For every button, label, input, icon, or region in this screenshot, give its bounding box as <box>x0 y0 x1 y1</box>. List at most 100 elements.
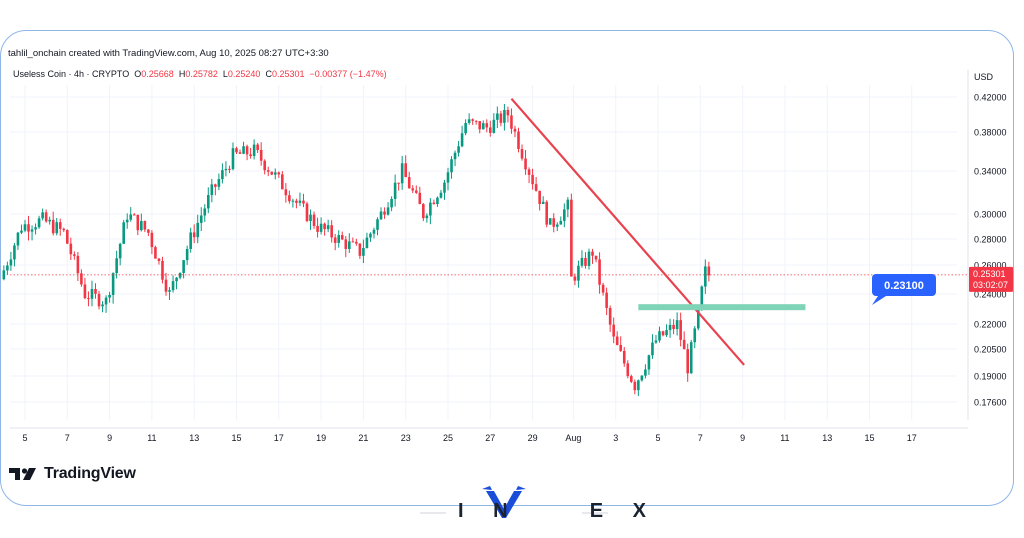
candle-body <box>309 214 312 222</box>
candle-body <box>115 258 118 274</box>
y-tick-label: 0.30000 <box>974 210 1007 220</box>
candle-body <box>111 273 115 295</box>
candle-body <box>344 239 348 249</box>
candle-body <box>118 243 122 259</box>
drawings-layer: 0.23100 <box>10 97 968 366</box>
invex-v-icon <box>486 491 522 518</box>
candle-body <box>608 308 612 325</box>
candles-layer <box>2 103 711 397</box>
candle-body <box>73 254 76 256</box>
candle-body <box>143 221 147 230</box>
x-tick-label: 13 <box>822 433 832 443</box>
countdown-label: 03:02:07 <box>973 280 1008 290</box>
candle-body <box>48 219 51 222</box>
candle-body <box>675 320 679 330</box>
candle-body <box>362 248 365 256</box>
candle-body <box>20 230 23 233</box>
candle-body <box>221 170 224 180</box>
x-tick-label: 9 <box>740 433 745 443</box>
candle-body <box>164 279 168 292</box>
candle-body <box>481 123 485 130</box>
candle-body <box>330 225 333 238</box>
candle-body <box>651 342 654 356</box>
candle-body <box>654 340 658 343</box>
candle-body <box>689 342 693 374</box>
x-tick-label: 17 <box>274 433 284 443</box>
candle-body <box>524 158 527 170</box>
candle-body <box>108 294 111 298</box>
candle-body <box>238 152 242 154</box>
candle-body <box>30 229 34 232</box>
candle-body <box>192 232 196 238</box>
candle-body <box>58 222 62 229</box>
candle-body <box>136 214 140 231</box>
candle-body <box>704 266 707 287</box>
ohlc-low-value: 0.25240 <box>227 69 261 79</box>
candle-body <box>658 331 661 341</box>
x-tick-label: 29 <box>528 433 538 443</box>
candle-body <box>429 202 432 216</box>
candle-body <box>175 277 178 282</box>
candle-body <box>661 331 665 336</box>
x-tick-label: 11 <box>147 433 156 443</box>
candle-body <box>242 146 245 154</box>
candle-body <box>400 163 404 184</box>
candle-body <box>397 182 400 184</box>
candle-body <box>471 119 474 121</box>
candle-body <box>199 215 203 223</box>
candle-body <box>450 159 453 173</box>
candle-body <box>333 237 337 243</box>
candle-body <box>168 290 171 292</box>
candle-body <box>340 235 344 240</box>
candle-body <box>316 225 319 232</box>
ohlc-change: −0.00377 (−1.47%) <box>309 69 387 79</box>
candle-body <box>132 214 136 216</box>
candle-body <box>665 330 668 336</box>
candle-body <box>185 248 189 261</box>
candle-body <box>288 195 291 202</box>
candle-body <box>559 220 563 225</box>
candle-body <box>619 344 623 351</box>
candle-body <box>555 224 559 227</box>
callout-box <box>872 274 936 296</box>
candle-body <box>534 184 538 191</box>
candle-body <box>9 259 13 266</box>
candle-body <box>601 284 605 293</box>
candle-body <box>696 309 700 329</box>
candle-body <box>386 207 390 215</box>
candle-body <box>492 119 496 133</box>
candle-body <box>83 284 87 299</box>
candle-body <box>425 215 429 219</box>
candle-body <box>104 297 108 305</box>
y-tick-label: 0.17600 <box>974 398 1007 408</box>
x-tick-label: 23 <box>401 433 411 443</box>
candle-body <box>622 350 626 364</box>
candle-body <box>259 149 263 161</box>
candle-body <box>422 204 425 219</box>
candle-body <box>612 324 615 337</box>
x-tick-label: 15 <box>864 433 874 443</box>
candle-body <box>414 190 418 193</box>
candle-body <box>630 376 633 382</box>
candle-body <box>531 174 534 185</box>
x-tick-label: 7 <box>65 433 70 443</box>
candle-body <box>337 235 341 243</box>
axes-layer: 0.42000 0.38000 0.34000 0.30000 0.28000 0.260… <box>10 70 1013 443</box>
x-tick-label: 11 <box>780 433 789 443</box>
y-tick-label: 0.24000 <box>974 290 1007 300</box>
candle-body <box>626 363 630 377</box>
candle-body <box>432 202 436 205</box>
candle-body <box>214 184 217 187</box>
candle-body <box>44 212 48 222</box>
candle-body <box>615 336 619 345</box>
y-tick-label: 0.22000 <box>974 320 1007 330</box>
candle-body <box>157 258 161 261</box>
candle-body <box>548 218 552 225</box>
candle-body <box>464 122 467 134</box>
attribution-text: tahlil_onchain created with TradingView.… <box>8 48 329 59</box>
support-zone <box>638 304 806 311</box>
candle-body <box>369 233 372 238</box>
candle-body <box>224 168 228 171</box>
candle-body <box>474 120 478 122</box>
